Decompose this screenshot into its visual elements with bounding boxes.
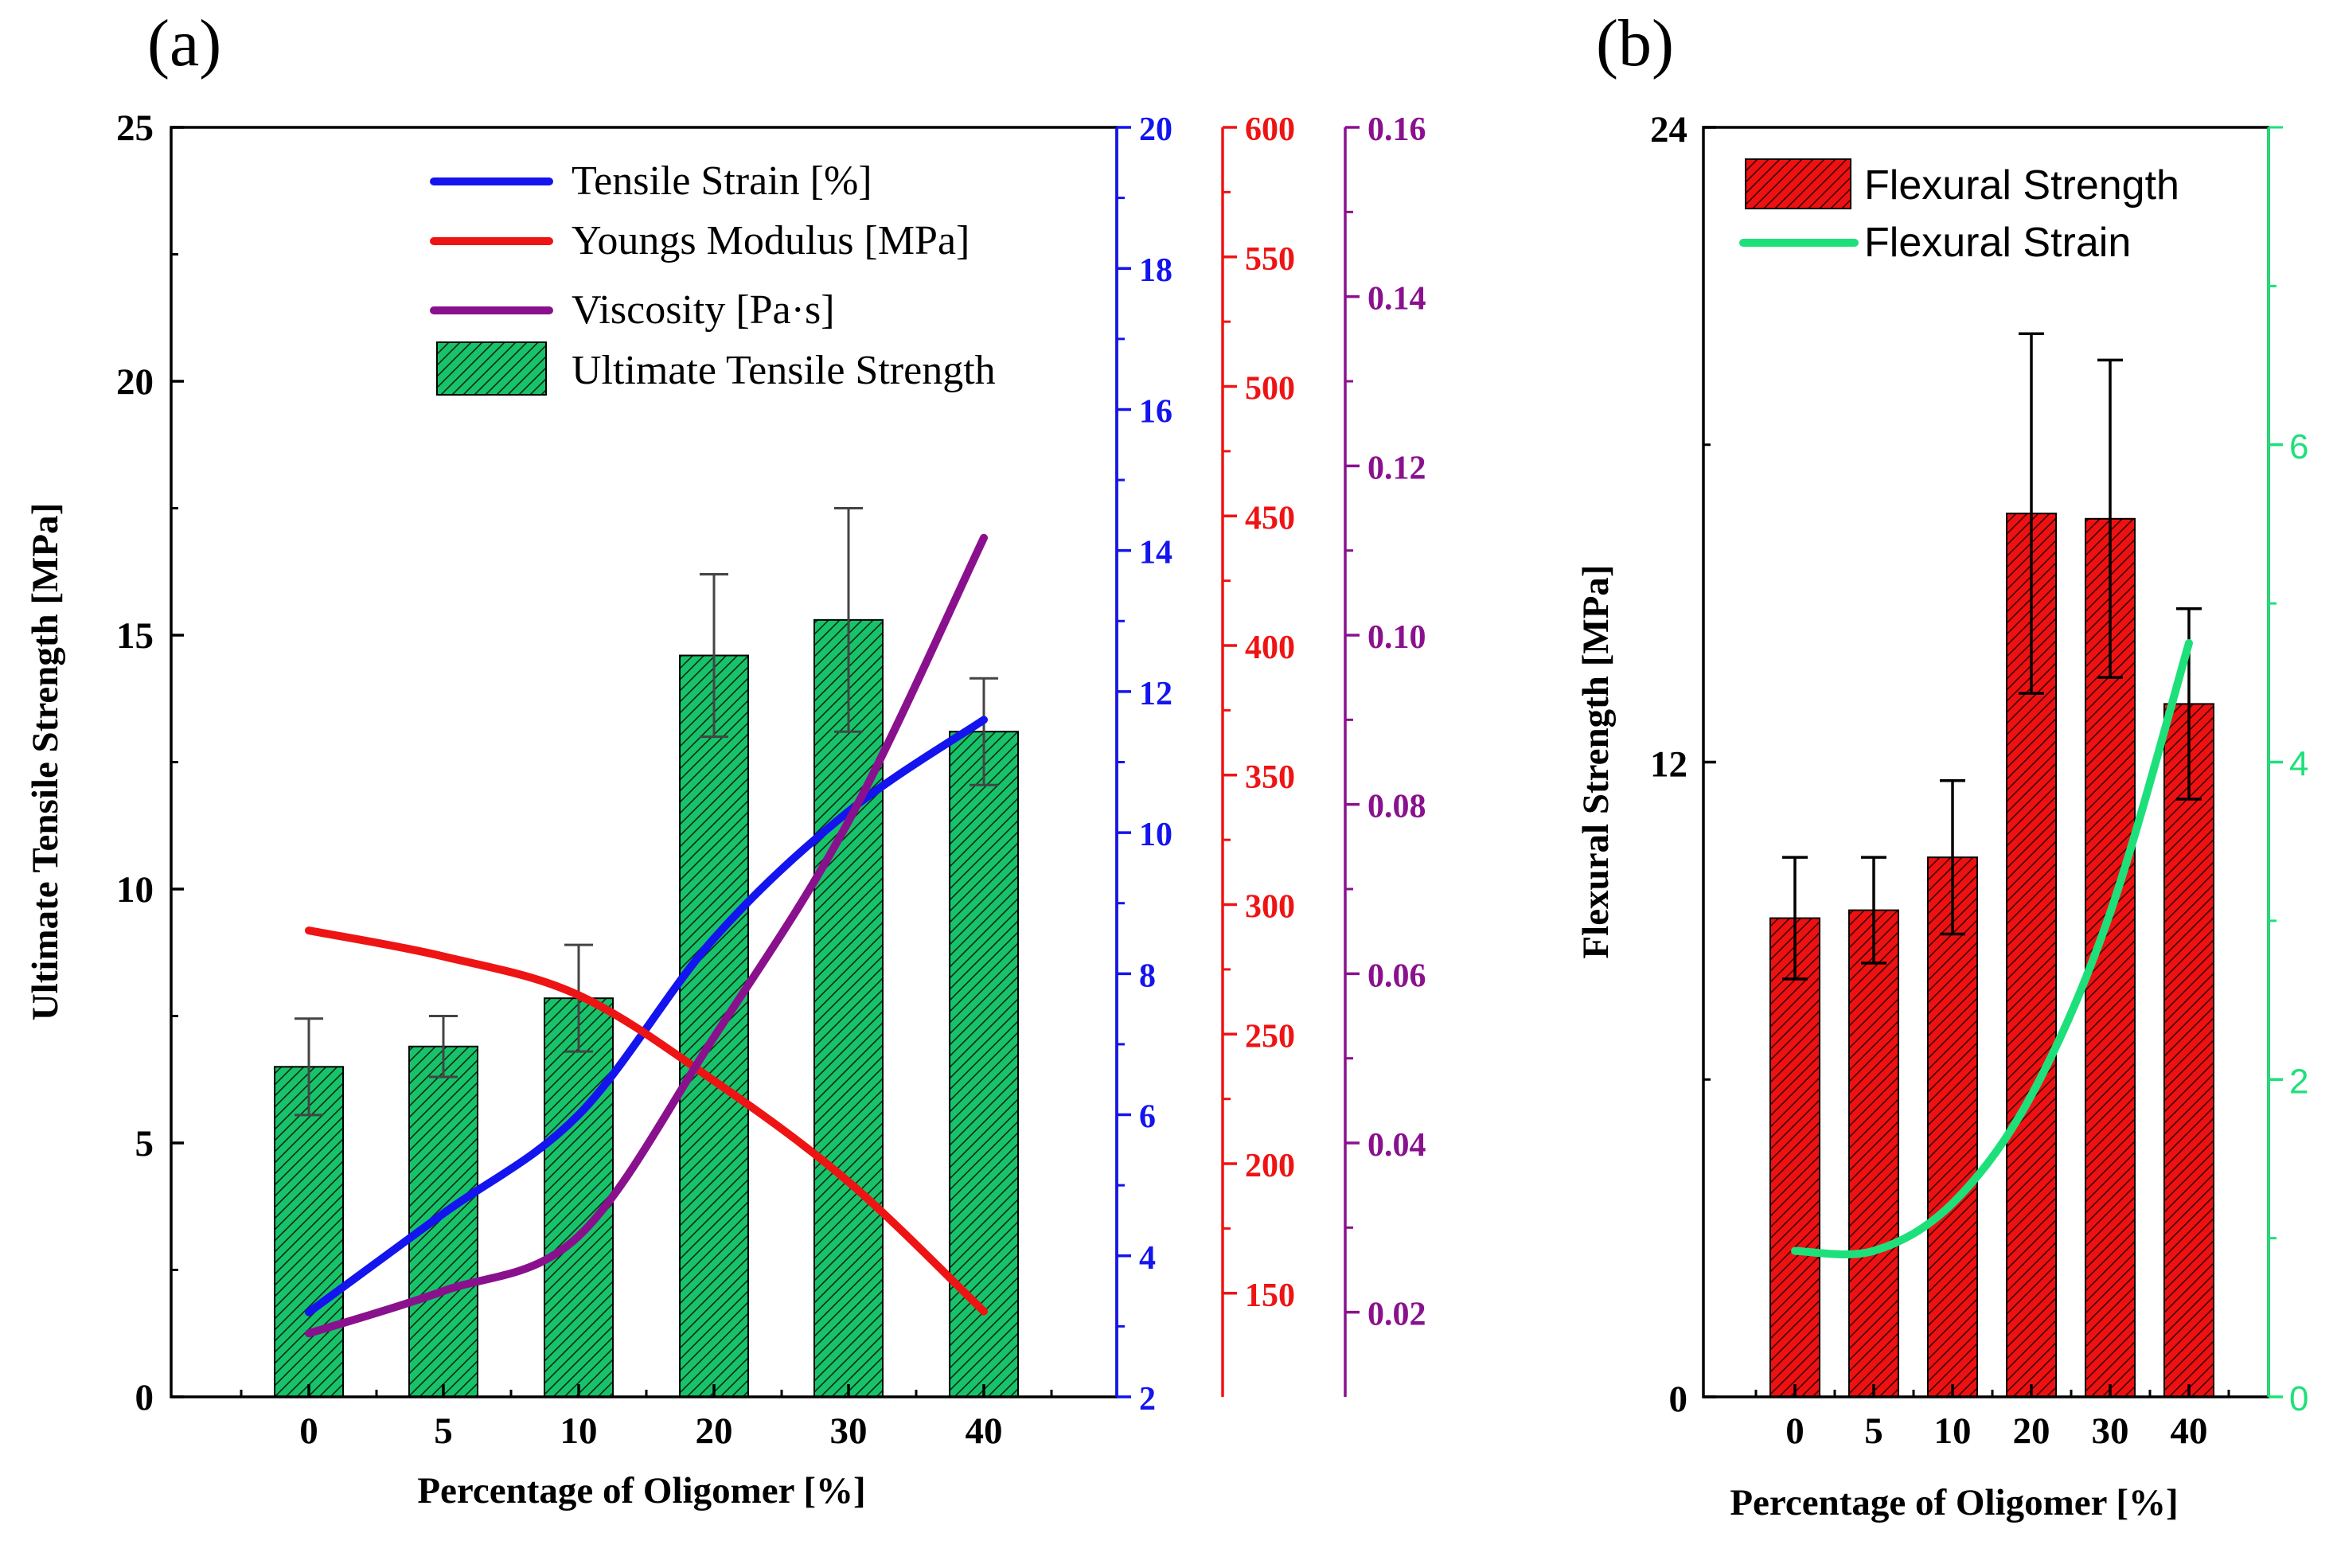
x-tick-label-b: 10 bbox=[1934, 1410, 1972, 1452]
tick-label-viscosity: 0.12 bbox=[1367, 450, 1426, 486]
tick-label-strain: 16 bbox=[1139, 393, 1172, 430]
x-tick-label-a: 20 bbox=[696, 1410, 733, 1452]
tick-label-flex-strain: 6 bbox=[2289, 427, 2308, 466]
legend-a: Tensile Strain [%] Youngs Modulus [MPa] … bbox=[430, 158, 996, 396]
tick-label-viscosity: 0.10 bbox=[1367, 619, 1426, 656]
y-tick-label-a: 25 bbox=[116, 107, 154, 149]
tick-label-strain: 20 bbox=[1139, 111, 1172, 148]
error-bar-flex-10 bbox=[1940, 779, 1965, 936]
tick-label-flex-strain: 2 bbox=[2289, 1062, 2308, 1101]
tick-label-modulus: 250 bbox=[1245, 1018, 1295, 1055]
x-axis-title-b: Percentage of Oligomer [%] bbox=[1730, 1482, 2178, 1523]
x-tick-label-b: 20 bbox=[2013, 1410, 2050, 1452]
bar-uts-30 bbox=[813, 618, 884, 1398]
legend-swatch-uts bbox=[436, 341, 547, 396]
tick-label-modulus: 300 bbox=[1245, 889, 1295, 926]
y-tick-label-b: 24 bbox=[1650, 109, 1687, 150]
tick-label-flex-strain: 4 bbox=[2289, 745, 2308, 784]
tick-label-viscosity: 0.04 bbox=[1367, 1127, 1426, 1164]
y-tick-label-b: 12 bbox=[1650, 744, 1687, 786]
tick-label-modulus: 550 bbox=[1245, 241, 1295, 278]
x-tick-label-a: 30 bbox=[830, 1410, 868, 1452]
bar-flex-5 bbox=[1848, 909, 1899, 1398]
y-tick-label-b: 0 bbox=[1669, 1379, 1688, 1420]
bar-uts-40 bbox=[949, 731, 1019, 1398]
legend-label-flex-strength: Flexural Strength bbox=[1864, 162, 2179, 209]
y-tick-label-a: 10 bbox=[116, 869, 154, 911]
line-viscosity bbox=[305, 533, 988, 1338]
legend-label-modulus: Youngs Modulus [MPa] bbox=[572, 218, 970, 263]
line-modulus bbox=[305, 926, 988, 1316]
error-bar-flex-0 bbox=[1782, 856, 1808, 981]
tick-label-modulus: 400 bbox=[1245, 630, 1295, 666]
tick-label-strain: 6 bbox=[1139, 1099, 1156, 1136]
legend-label-uts: Ultimate Tensile Strength bbox=[572, 348, 996, 393]
tick-label-modulus: 600 bbox=[1245, 111, 1295, 148]
x-tick-label-b: 40 bbox=[2171, 1410, 2208, 1452]
tick-label-viscosity: 0.06 bbox=[1367, 958, 1426, 994]
tick-label-strain: 8 bbox=[1139, 958, 1156, 994]
y-tick-label-a: 0 bbox=[135, 1377, 154, 1418]
tick-label-strain: 10 bbox=[1139, 817, 1172, 853]
x-tick-label-a: 5 bbox=[434, 1410, 453, 1452]
error-bar-uts-20 bbox=[700, 572, 728, 739]
y-tick-label-a: 5 bbox=[135, 1123, 154, 1164]
error-bar-uts-5 bbox=[429, 1015, 458, 1078]
legend-label-viscosity: Viscosity [Pa·s] bbox=[572, 287, 835, 333]
bar-flex-40 bbox=[2163, 703, 2214, 1398]
tick-label-strain: 2 bbox=[1139, 1381, 1156, 1418]
legend-b: Flexural Strength Flexural Strain bbox=[1739, 158, 2179, 266]
bar-uts-10 bbox=[544, 997, 614, 1398]
y-axis-title-b: Flexural Strength [MPa] bbox=[1575, 564, 1617, 958]
tick-label-strain: 12 bbox=[1139, 676, 1172, 712]
error-bar-uts-30 bbox=[834, 507, 863, 733]
error-bar-flex-5 bbox=[1861, 856, 1886, 965]
legend-label-flex-strain: Flexural Strain bbox=[1864, 220, 2131, 266]
panel-label-a: (a) bbox=[147, 6, 221, 80]
legend-swatch-flex-strength bbox=[1745, 158, 1851, 209]
x-tick-label-b: 0 bbox=[1785, 1410, 1804, 1452]
x-tick-label-a: 40 bbox=[966, 1410, 1003, 1452]
error-bar-flex-20 bbox=[2019, 332, 2044, 695]
line-flex-strain bbox=[1791, 638, 2193, 1258]
tick-label-flex-strain: 0 bbox=[2289, 1379, 2308, 1418]
x-tick-label-b: 5 bbox=[1864, 1410, 1883, 1452]
tick-label-viscosity: 0.14 bbox=[1367, 281, 1426, 318]
tick-label-modulus: 500 bbox=[1245, 371, 1295, 408]
tick-label-viscosity: 0.02 bbox=[1367, 1297, 1426, 1333]
x-tick-label-b: 30 bbox=[2092, 1410, 2129, 1452]
bar-flex-0 bbox=[1769, 917, 1820, 1398]
y-tick-label-a: 15 bbox=[116, 615, 154, 657]
y-axis-title-a: Ultimate Tensile Strength [MPa] bbox=[25, 503, 66, 1021]
legend-label-strain: Tensile Strain [%] bbox=[572, 158, 872, 204]
tick-label-strain: 18 bbox=[1139, 252, 1172, 289]
panel-label-b: (b) bbox=[1596, 6, 1674, 80]
tick-label-modulus: 200 bbox=[1245, 1148, 1295, 1184]
tick-label-modulus: 450 bbox=[1245, 500, 1295, 536]
error-bar-uts-40 bbox=[970, 677, 998, 786]
x-tick-label-a: 10 bbox=[560, 1410, 598, 1452]
x-axis-title-a: Percentage of Oligomer [%] bbox=[417, 1470, 865, 1511]
bar-uts-20 bbox=[679, 654, 749, 1398]
bar-uts-5 bbox=[408, 1045, 478, 1398]
bar-flex-10 bbox=[1927, 856, 1978, 1398]
bar-uts-0 bbox=[274, 1066, 344, 1398]
error-bar-uts-0 bbox=[295, 1017, 323, 1117]
tick-label-modulus: 150 bbox=[1245, 1277, 1295, 1314]
tick-label-strain: 4 bbox=[1139, 1240, 1156, 1277]
tick-label-viscosity: 0.08 bbox=[1367, 789, 1426, 825]
tick-label-viscosity: 0.16 bbox=[1367, 111, 1426, 148]
tick-label-strain: 14 bbox=[1139, 535, 1172, 571]
tick-label-modulus: 350 bbox=[1245, 759, 1295, 796]
error-bar-flex-30 bbox=[2097, 358, 2123, 679]
x-tick-label-a: 0 bbox=[299, 1410, 318, 1452]
y-tick-label-a: 20 bbox=[116, 361, 154, 403]
